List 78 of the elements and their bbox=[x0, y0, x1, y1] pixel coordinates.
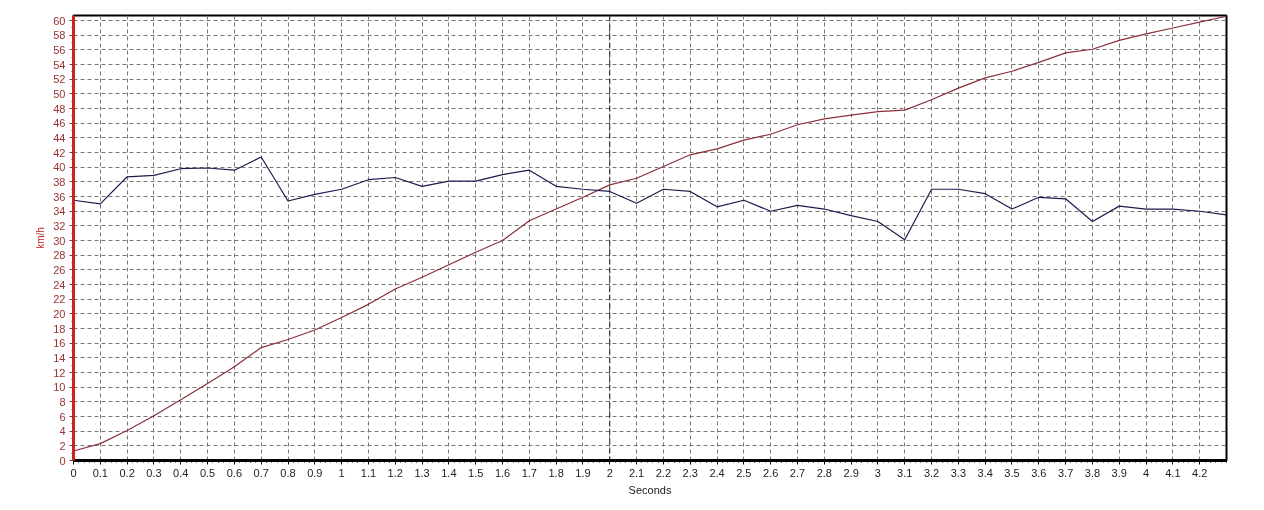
x-tick-label: 1.7 bbox=[521, 466, 537, 479]
x-tick-label: 1.2 bbox=[387, 466, 403, 479]
x-tick-label: 0.7 bbox=[253, 466, 269, 479]
y-tick-label: 38 bbox=[53, 175, 66, 188]
x-tick-label: 0.9 bbox=[307, 466, 323, 479]
x-tick-label: 0.8 bbox=[280, 466, 296, 479]
y-tick-label: 50 bbox=[53, 87, 66, 100]
x-tick-label: 1.8 bbox=[548, 466, 564, 479]
y-tick-label: 48 bbox=[53, 102, 66, 115]
line-series bbox=[73, 15, 1227, 452]
y-tick-label: 24 bbox=[53, 278, 66, 291]
x-tick-label: 3.6 bbox=[1031, 466, 1047, 479]
y-tick-label: 60 bbox=[53, 14, 66, 27]
y-tick-label: 34 bbox=[53, 205, 66, 218]
x-tick-label: 2.3 bbox=[682, 466, 698, 479]
x-tick-label: 0.4 bbox=[173, 466, 189, 479]
x-tick-label: 3.9 bbox=[1111, 466, 1127, 479]
y-tick-label: 4 bbox=[59, 425, 66, 438]
x-tick-label: 3.4 bbox=[977, 466, 993, 479]
x-tick-label: 2.6 bbox=[763, 466, 779, 479]
x-tick-label: 3.8 bbox=[1084, 466, 1101, 479]
y-tick-label: 22 bbox=[53, 293, 66, 306]
y-tick-label: 2 bbox=[59, 439, 66, 452]
y-tick-label: 32 bbox=[53, 219, 66, 232]
y-tick-label: 28 bbox=[53, 249, 66, 262]
x-axis-title: Seconds bbox=[628, 483, 672, 496]
y-tick-label: 6 bbox=[59, 410, 66, 423]
x-tick-label: 2 bbox=[606, 466, 613, 479]
x-tick-label: 2.1 bbox=[628, 466, 645, 479]
y-tick-label: 20 bbox=[53, 307, 66, 320]
x-tick-label: 4.2 bbox=[1192, 466, 1208, 479]
x-tick-label: 2.9 bbox=[843, 466, 859, 479]
y-tick-label: 36 bbox=[53, 190, 66, 203]
x-tick-label: 2.4 bbox=[709, 466, 725, 479]
x-tick-label: 1.4 bbox=[441, 466, 457, 479]
y-tick-label: 10 bbox=[53, 381, 66, 394]
y-tick-label: 46 bbox=[53, 117, 66, 130]
x-tick-label: 2.8 bbox=[816, 466, 832, 479]
y-tick-label: 8 bbox=[59, 395, 66, 408]
x-tick-label: 4.1 bbox=[1165, 466, 1181, 479]
x-tick-label: 3 bbox=[874, 466, 881, 479]
y-tick-label: 40 bbox=[53, 161, 66, 174]
x-tick-label: 3.2 bbox=[923, 466, 940, 479]
y-tick-label: 18 bbox=[53, 322, 66, 335]
y-tick-label: 56 bbox=[53, 43, 66, 56]
x-tick-label: 0.3 bbox=[146, 466, 162, 479]
x-tick-label: 0.1 bbox=[92, 466, 108, 479]
x-tick-label: 1.3 bbox=[414, 466, 430, 479]
y-tick-label: 30 bbox=[53, 234, 66, 247]
x-tick-label: 1.1 bbox=[360, 466, 377, 479]
y-tick-label: 26 bbox=[53, 263, 66, 276]
x-tick-label: 3.3 bbox=[950, 466, 967, 479]
y-tick-label: 54 bbox=[53, 58, 66, 71]
y-tick-label: 58 bbox=[53, 29, 66, 42]
y-tick-label: 16 bbox=[53, 337, 66, 350]
x-tick-label: 2.2 bbox=[655, 466, 672, 479]
x-tick-label: 2.7 bbox=[789, 466, 806, 479]
x-tick-label: 2.5 bbox=[736, 466, 752, 479]
y-tick-label: 52 bbox=[53, 73, 66, 86]
y-tick-label: 0 bbox=[59, 454, 66, 467]
x-tick-label: 0.5 bbox=[199, 466, 216, 479]
x-tick-label: 1.9 bbox=[575, 466, 591, 479]
line-series bbox=[73, 156, 1227, 241]
y-axis-title: km/h bbox=[35, 227, 47, 249]
x-tick-label: 1.6 bbox=[494, 466, 511, 479]
y-tick-label: 14 bbox=[53, 351, 66, 364]
x-tick-label: 3.5 bbox=[1004, 466, 1020, 479]
x-tick-label: 0 bbox=[70, 466, 77, 479]
x-tick-label: 4 bbox=[1143, 466, 1150, 479]
y-tick-label: 42 bbox=[53, 146, 66, 159]
x-tick-label: 3.1 bbox=[897, 466, 913, 479]
y-tick-label: 12 bbox=[53, 366, 66, 379]
x-tick-label: 0.6 bbox=[226, 466, 243, 479]
x-tick-label: 1.5 bbox=[468, 466, 484, 479]
x-tick-label: 3.7 bbox=[1057, 466, 1074, 479]
y-tick-label: 44 bbox=[53, 131, 66, 144]
x-tick-label: 0.2 bbox=[119, 466, 135, 479]
x-tick-label: 1 bbox=[338, 466, 345, 479]
